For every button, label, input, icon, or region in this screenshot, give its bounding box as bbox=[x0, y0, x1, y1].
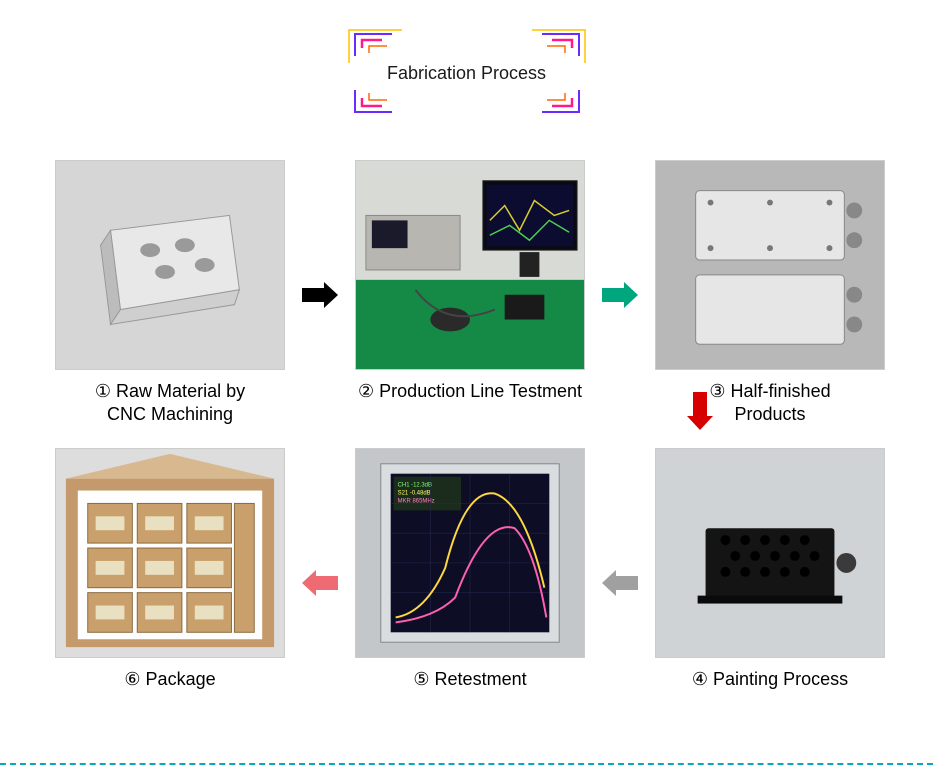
arrow-3-4 bbox=[640, 390, 900, 440]
step-6: ⑥ Package bbox=[40, 448, 300, 718]
step-1-caption: ① Raw Material byCNC Machining bbox=[95, 380, 245, 430]
svg-text:CH1 -12.3dB: CH1 -12.3dB bbox=[398, 483, 432, 489]
step-2-caption: ② Production Line Testment bbox=[358, 380, 582, 430]
arrow-2-3 bbox=[600, 190, 640, 400]
step-2-photo bbox=[355, 160, 585, 370]
step-5: CH1 -12.3dB S21 -0.48dB MKR 865MHz ⑤ Ret… bbox=[340, 448, 600, 718]
arrow-1-2 bbox=[300, 190, 340, 400]
step-4-photo bbox=[655, 448, 885, 658]
step-4-caption: ④ Painting Process bbox=[692, 668, 848, 718]
step-1: ① Raw Material byCNC Machining bbox=[40, 160, 300, 430]
step-4: ④ Painting Process bbox=[640, 448, 900, 718]
title-box: Fabrication Process bbox=[347, 28, 587, 118]
step-3-photo bbox=[655, 160, 885, 370]
step-5-caption: ⑤ Retestment bbox=[413, 668, 526, 718]
process-grid: ① Raw Material byCNC Machining ② Produc bbox=[40, 160, 900, 718]
step-6-caption: ⑥ Package bbox=[124, 668, 215, 718]
step-2: ② Production Line Testment bbox=[340, 160, 600, 430]
arrow-5-6 bbox=[300, 478, 340, 688]
step-5-photo: CH1 -12.3dB S21 -0.48dB MKR 865MHz bbox=[355, 448, 585, 658]
svg-text:S21 -0.48dB: S21 -0.48dB bbox=[398, 491, 431, 497]
step-1-photo bbox=[55, 160, 285, 370]
page-title: Fabrication Process bbox=[373, 55, 560, 92]
bottom-divider bbox=[0, 763, 933, 765]
arrow-4-5 bbox=[600, 478, 640, 688]
step-6-photo bbox=[55, 448, 285, 658]
